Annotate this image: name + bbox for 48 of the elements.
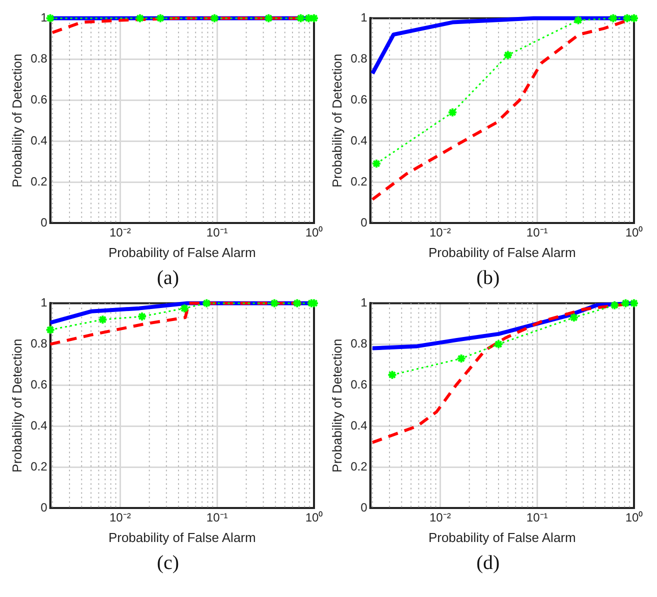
text: (c) bbox=[156, 551, 180, 576]
x-tick-label: 10⁻² bbox=[430, 510, 451, 525]
x-axis-title: Probability of False Alarm bbox=[428, 530, 576, 545]
x-axis-title: Probability of False Alarm bbox=[108, 530, 256, 545]
x-axis-title: Probability of False Alarm bbox=[428, 244, 576, 260]
y-tick-label: 0 bbox=[360, 215, 368, 230]
x-tick-label: 10⁻² bbox=[110, 510, 131, 525]
y-tick-label: 0.4 bbox=[350, 133, 368, 148]
y-tick-label: 0.6 bbox=[350, 377, 368, 392]
x-axis-title: Probability of False Alarm bbox=[108, 244, 256, 260]
y-tick-label: 0 bbox=[360, 500, 368, 514]
x-tick-label: 10⁻¹ bbox=[526, 510, 548, 525]
x-tick-label: 10⁰ bbox=[305, 510, 323, 525]
text: (b) bbox=[475, 266, 501, 291]
y-tick-label: 0.4 bbox=[30, 418, 48, 432]
y-tick-label: 0.6 bbox=[30, 92, 48, 106]
text: (a) bbox=[156, 266, 180, 291]
y-tick-label: 0.2 bbox=[30, 459, 48, 474]
y-tick-label: 0.4 bbox=[350, 418, 368, 432]
x-tick-label: 10⁻¹ bbox=[206, 226, 228, 240]
y-axis-title: Probability of Detection bbox=[9, 338, 24, 472]
y-tick-label: 0.8 bbox=[30, 336, 48, 350]
y-tick-label: 0.2 bbox=[30, 174, 48, 188]
y-tick-label: 0.6 bbox=[350, 92, 368, 106]
y-axis-title: Probability of Detection bbox=[329, 338, 344, 472]
x-tick-label: 10⁰ bbox=[625, 226, 643, 240]
x-tick-label: 10⁰ bbox=[625, 510, 643, 525]
y-tick-label: 0.2 bbox=[350, 459, 368, 474]
y-tick-label: 0.2 bbox=[350, 174, 368, 188]
y-tick-label: 1 bbox=[40, 296, 48, 310]
y-tick-label: 0.8 bbox=[350, 336, 368, 350]
y-tick-label: 0.6 bbox=[30, 377, 48, 392]
y-tick-label: 1 bbox=[360, 10, 368, 25]
x-tick-label: 10⁻² bbox=[430, 226, 451, 240]
y-tick-label: 1 bbox=[40, 10, 48, 25]
y-tick-label: 0.4 bbox=[30, 133, 48, 148]
y-tick-label: 0.8 bbox=[350, 51, 368, 66]
y-tick-label: 0 bbox=[40, 500, 48, 514]
y-axis-title: Probability of Detection bbox=[329, 54, 344, 188]
y-tick-label: 1 bbox=[360, 296, 368, 310]
x-tick-label: 10⁻¹ bbox=[206, 510, 228, 525]
x-tick-label: 10⁻² bbox=[110, 226, 131, 240]
y-tick-label: 0 bbox=[40, 215, 48, 230]
x-tick-label: 10⁰ bbox=[305, 226, 323, 240]
text: (d) bbox=[475, 551, 501, 576]
x-tick-label: 10⁻¹ bbox=[526, 226, 548, 240]
y-axis-title: Probability of Detection bbox=[9, 54, 24, 188]
y-tick-label: 0.8 bbox=[30, 51, 48, 66]
